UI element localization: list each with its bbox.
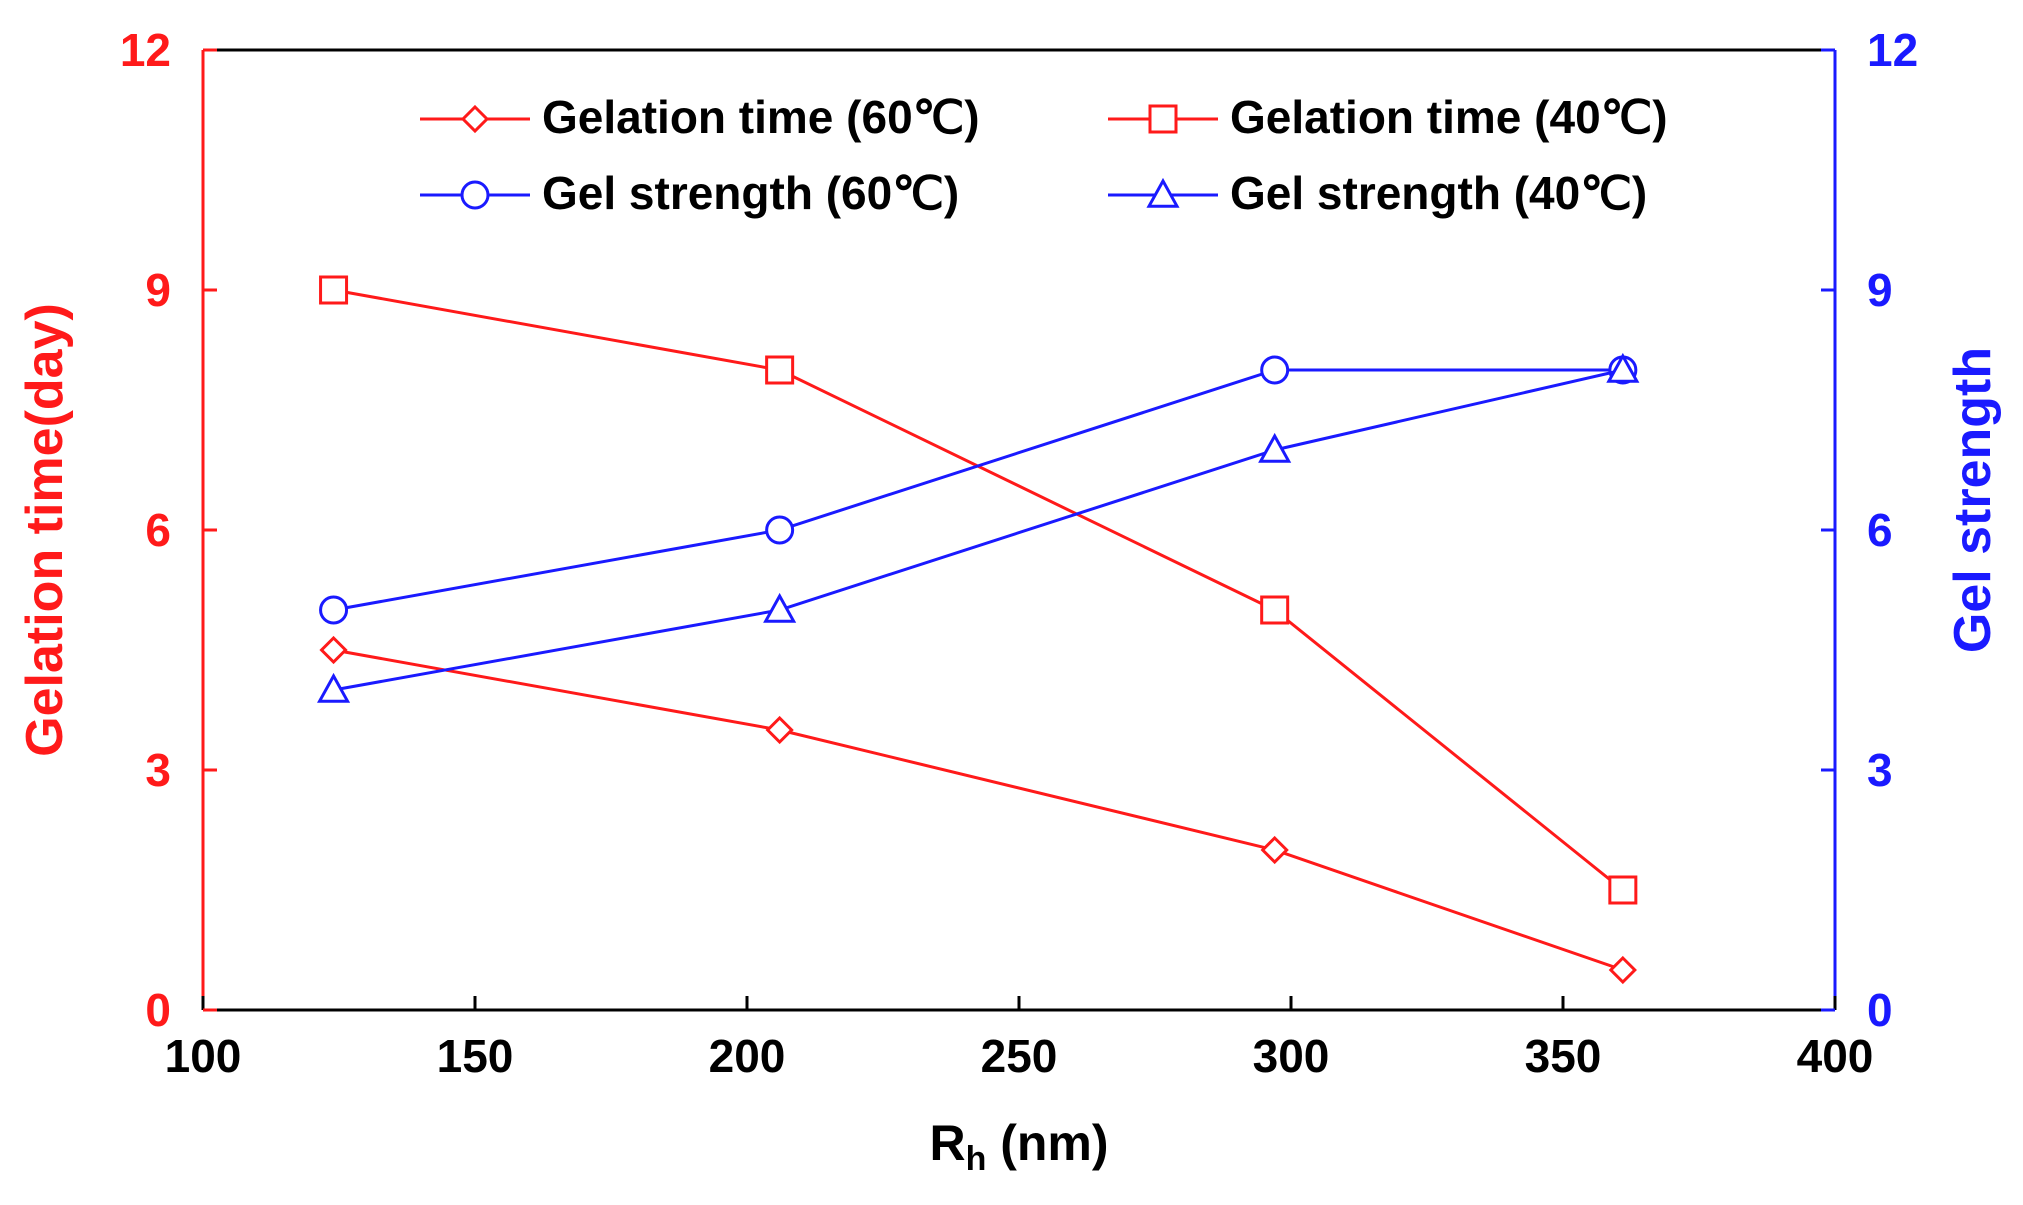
y-right-tick-label: 0 [1867, 984, 1893, 1036]
x-tick-label: 150 [437, 1030, 514, 1082]
y-right-tick-label: 3 [1867, 744, 1893, 796]
data-point [1260, 595, 1290, 625]
legend-marker [1146, 177, 1180, 208]
data-point [1608, 955, 1637, 985]
data-point [1608, 875, 1638, 905]
y-left-tick-label: 9 [145, 264, 171, 316]
data-point [1260, 835, 1289, 865]
y-right-tick-label: 12 [1867, 24, 1918, 76]
legend-label: Gel strength (60℃) [542, 167, 959, 219]
series-line [333, 368, 1624, 692]
legend-label: Gelation time (60℃) [542, 91, 980, 143]
legend-label: Gelation time (40℃) [1230, 91, 1668, 143]
x-tick-label: 200 [709, 1030, 786, 1082]
y-left-tick-label: 3 [145, 744, 171, 796]
x-tick-label: 400 [1797, 1030, 1874, 1082]
data-point [1260, 355, 1290, 385]
data-point [317, 672, 351, 703]
data-point [1606, 352, 1640, 383]
y-left-tick-label: 6 [145, 504, 171, 556]
y-right-tick-label: 6 [1867, 504, 1893, 556]
x-tick-label: 300 [1253, 1030, 1330, 1082]
data-point [319, 635, 348, 665]
series-line [333, 368, 1623, 612]
legend-marker [1148, 104, 1178, 134]
x-tick-label: 250 [981, 1030, 1058, 1082]
y-left-axis-title: Gelation time(day) [16, 303, 74, 757]
data-point [319, 275, 349, 305]
x-tick-label: 100 [165, 1030, 242, 1082]
y-left-tick-label: 12 [120, 24, 171, 76]
y-right-tick-label: 9 [1867, 264, 1893, 316]
data-point [319, 595, 349, 625]
data-point [765, 715, 794, 745]
data-point [765, 355, 795, 385]
series-line [333, 648, 1624, 972]
x-axis-title: Rh (nm) [929, 1115, 1108, 1178]
data-point [763, 592, 797, 623]
legend-marker [460, 180, 490, 210]
y-left-tick-label: 0 [145, 984, 171, 1036]
data-point [1258, 432, 1292, 463]
legend-marker [460, 104, 490, 134]
data-point [765, 515, 795, 545]
legend-label: Gel strength (40℃) [1230, 167, 1647, 219]
x-tick-label: 350 [1525, 1030, 1602, 1082]
y-right-axis-title: Gel strength [1944, 347, 2002, 653]
series-line [333, 288, 1624, 892]
